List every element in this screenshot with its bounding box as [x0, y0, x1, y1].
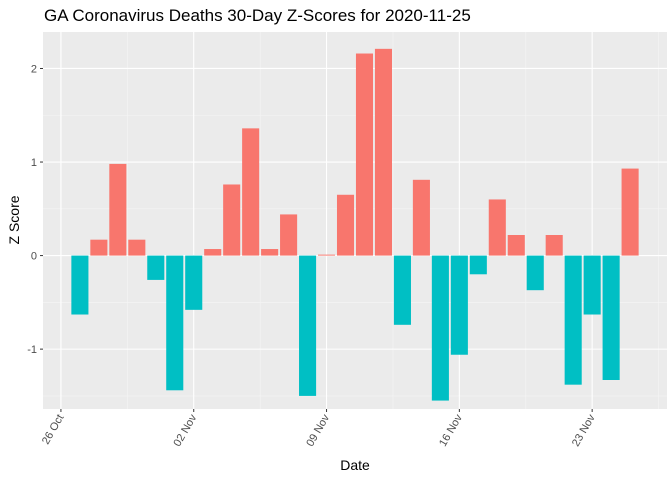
bars [71, 48, 639, 401]
y-tick-label: 2 [31, 63, 37, 75]
bar [90, 239, 108, 256]
bar [299, 255, 317, 396]
x-tick-label: 23 Nov [570, 412, 598, 449]
bar [336, 194, 355, 256]
bar [261, 249, 279, 256]
bar [602, 255, 620, 380]
y-tick-label: -1 [27, 344, 37, 356]
x-axis: 26 Oct 02 Nov 09 Nov 16 Nov 23 Nov [40, 409, 598, 449]
bar [185, 255, 203, 310]
bar [564, 255, 582, 385]
bar [412, 179, 430, 256]
bar [621, 168, 639, 256]
bar [166, 255, 184, 391]
bar [374, 48, 392, 256]
bar [431, 255, 449, 401]
bar [393, 255, 411, 325]
y-tick-label: 1 [31, 157, 37, 169]
bar [355, 53, 374, 256]
bar [242, 128, 260, 256]
x-axis-title: Date [340, 457, 370, 473]
bar [545, 235, 563, 256]
bar [109, 163, 127, 256]
bar [147, 255, 165, 280]
x-tick-label: 16 Nov [437, 412, 465, 449]
bar [450, 255, 468, 355]
bar [526, 255, 544, 291]
y-tick-label: 0 [31, 251, 37, 263]
bar [318, 254, 336, 256]
bar [128, 239, 146, 256]
bar [507, 235, 525, 256]
y-axis-title: Z Score [6, 195, 22, 244]
plot-panel [43, 32, 667, 409]
y-axis: -1 0 1 2 [27, 63, 43, 356]
bar [583, 255, 601, 315]
x-tick-label: 26 Oct [40, 413, 67, 447]
x-tick-label: 09 Nov [304, 412, 332, 449]
chart-title: GA Coronavirus Deaths 30-Day Z-Scores fo… [44, 6, 471, 25]
bar [469, 255, 487, 275]
bar [223, 184, 241, 256]
bar [488, 199, 506, 256]
minor-gridlines [43, 32, 667, 409]
bar [71, 255, 89, 315]
x-tick-label: 02 Nov [172, 412, 200, 449]
bar [280, 214, 298, 256]
bar [204, 249, 222, 256]
